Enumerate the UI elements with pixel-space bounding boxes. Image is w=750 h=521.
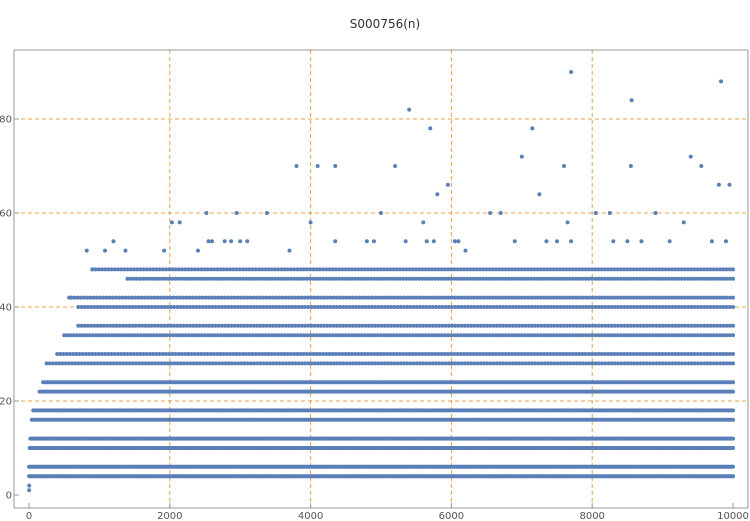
data-point [731, 352, 735, 356]
data-point [731, 323, 735, 328]
data-point [731, 380, 735, 385]
data-point [731, 389, 735, 394]
chart-title: S000756(n) [350, 17, 420, 31]
data-point [731, 464, 735, 469]
data-point [731, 408, 735, 413]
data-point [731, 446, 735, 450]
data-point [731, 361, 735, 366]
data-points [27, 70, 735, 493]
data-point [731, 436, 735, 441]
data-point [731, 417, 735, 422]
axes [13, 49, 749, 509]
data-point [731, 474, 735, 479]
data-point [731, 333, 735, 338]
